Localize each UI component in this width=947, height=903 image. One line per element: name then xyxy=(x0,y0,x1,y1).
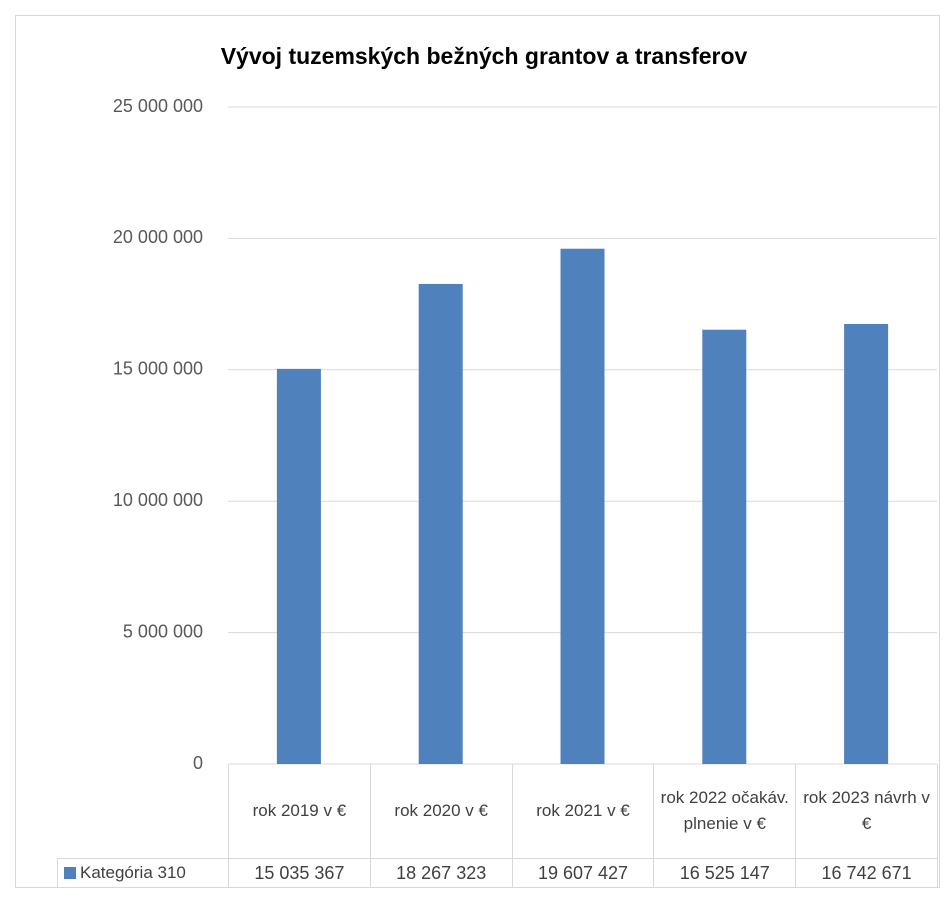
bar xyxy=(418,283,463,764)
value-cell: 15 035 367 xyxy=(228,858,371,888)
value-cell: 19 607 427 xyxy=(511,858,655,888)
category-cell: rok 2022 očakáv. plnenie v € xyxy=(653,764,797,859)
category-cell: rok 2020 v € xyxy=(369,764,513,859)
value-cell: 18 267 323 xyxy=(369,858,513,888)
y-tick-label: 15 000 000 xyxy=(113,359,203,379)
bar xyxy=(560,248,605,765)
y-tick-label: 20 000 000 xyxy=(113,227,203,247)
legend-key xyxy=(64,867,76,879)
category-cell: rok 2019 v € xyxy=(228,764,371,859)
legend-cell: Kategória 310 xyxy=(57,858,229,888)
value-cell: 16 525 147 xyxy=(653,858,797,888)
category-cell: rok 2023 návrh v € xyxy=(795,764,938,859)
chart-title: Vývoj tuzemských bežných grantov a trans… xyxy=(221,43,748,69)
y-tick-label: 25 000 000 xyxy=(113,96,203,116)
bar xyxy=(844,324,889,764)
y-tick-label: 10 000 000 xyxy=(113,490,203,510)
category-cell: rok 2021 v € xyxy=(511,764,655,859)
y-tick-label: 5 000 000 xyxy=(123,621,203,641)
bar xyxy=(702,329,747,764)
chart-border xyxy=(15,15,940,888)
y-tick-label: 0 xyxy=(193,753,203,773)
bar xyxy=(276,368,321,764)
value-cell: 16 742 671 xyxy=(795,858,938,888)
legend-label: Kategória 310 xyxy=(80,863,186,882)
